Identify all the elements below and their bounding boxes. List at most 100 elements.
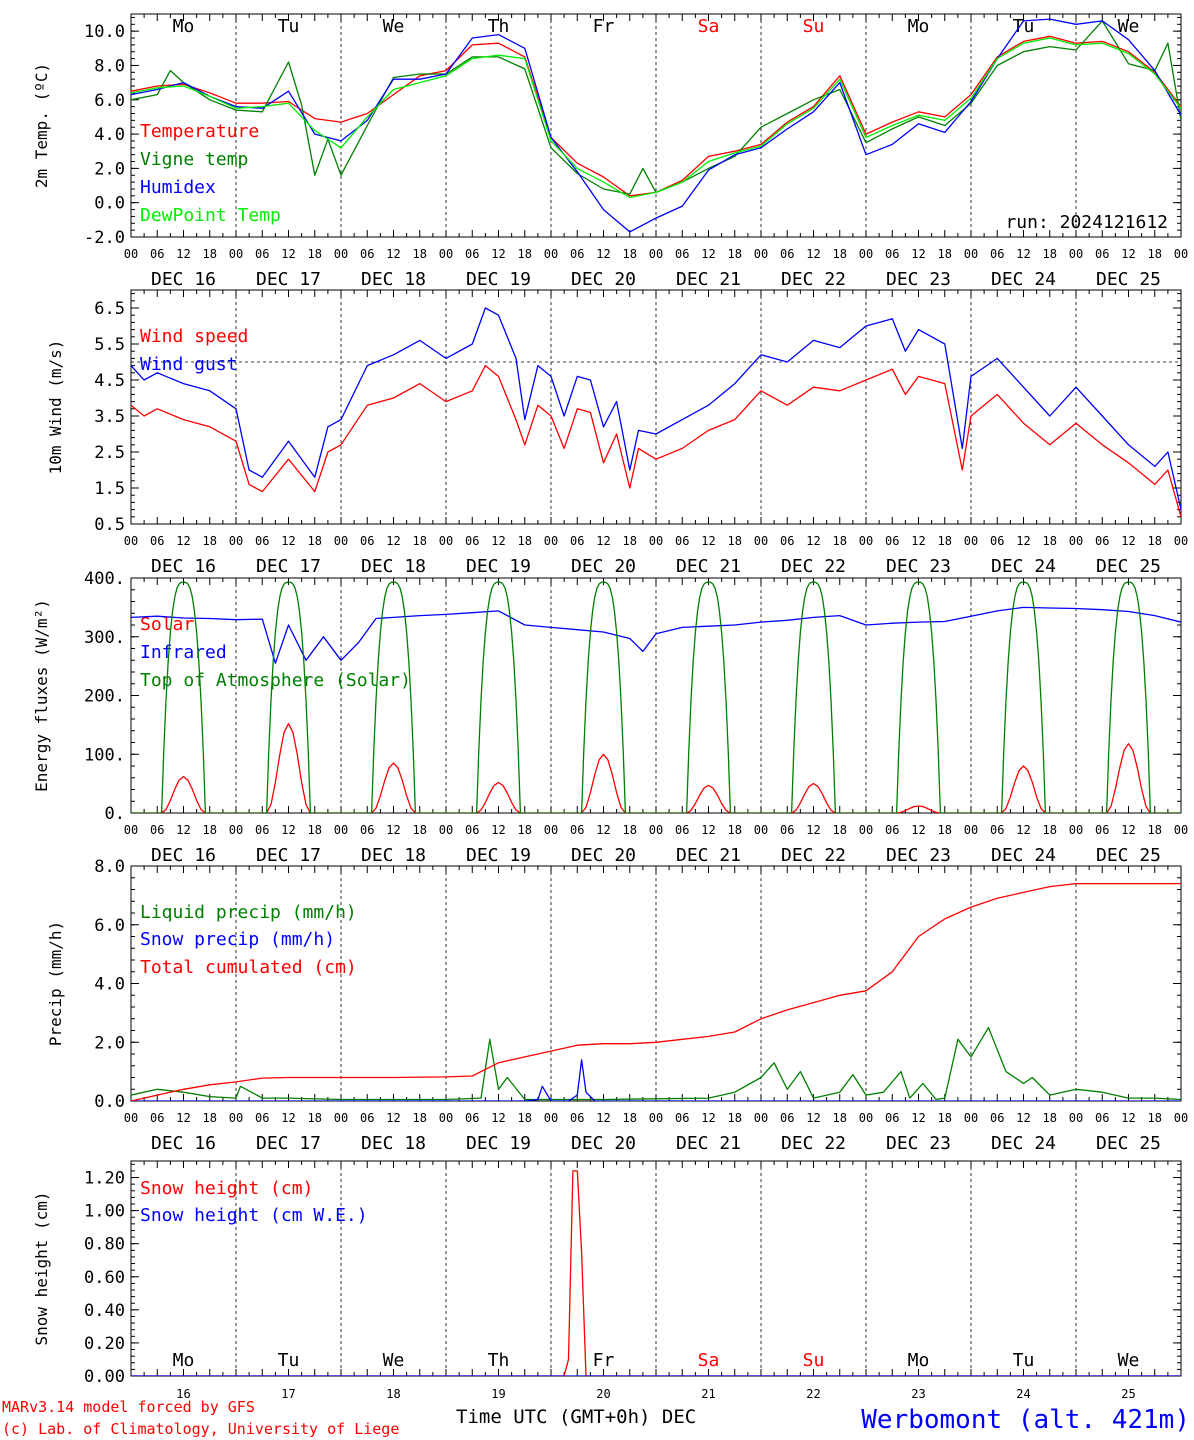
hour-label: 18 <box>1148 247 1162 261</box>
date-label: DEC 18 <box>361 269 426 290</box>
legend-entry: Vigne temp <box>140 149 248 170</box>
hour-label: 00 <box>1174 823 1188 837</box>
hour-label: 06 <box>885 534 899 548</box>
hour-label: 06 <box>570 1111 584 1125</box>
hour-label: 06 <box>780 1111 794 1125</box>
hour-label: 06 <box>885 823 899 837</box>
hour-label: 00 <box>649 534 663 548</box>
hour-label: 06 <box>885 247 899 261</box>
series-line <box>131 723 1181 813</box>
hour-label: 18 <box>728 823 742 837</box>
hour-label: 00 <box>229 247 243 261</box>
y-tick-label: 6.5 <box>94 299 125 319</box>
hour-label: 12 <box>701 247 715 261</box>
date-label: DEC 22 <box>781 269 846 290</box>
hour-label: 00 <box>229 534 243 548</box>
hour-label: 12 <box>911 534 925 548</box>
date-label: DEC 25 <box>1096 556 1161 577</box>
hour-label: 18 <box>203 534 217 548</box>
hour-label: 12 <box>176 1111 190 1125</box>
hour-label: 12 <box>596 247 610 261</box>
date-label: DEC 18 <box>361 556 426 577</box>
hour-label: 00 <box>1174 247 1188 261</box>
hour-label: 00 <box>124 534 138 548</box>
legend-entry: Wind speed <box>140 326 248 347</box>
weekday-label: We <box>383 16 405 37</box>
hour-label: 06 <box>780 823 794 837</box>
date-label: DEC 16 <box>151 1133 216 1154</box>
y-tick-label: 1.20 <box>84 1169 125 1189</box>
hour-label: 00 <box>334 247 348 261</box>
hour-label: 00 <box>124 823 138 837</box>
hour-label: 06 <box>360 247 374 261</box>
hour-label: 18 <box>938 247 952 261</box>
hour-label: 18 <box>203 247 217 261</box>
date-label: DEC 19 <box>466 556 531 577</box>
series-line <box>131 882 1181 1101</box>
hour-label: 12 <box>701 1111 715 1125</box>
panel-3: 0. 100. 200. 300. 400. Energy fluxes (W/m²) 00… <box>32 569 1188 866</box>
hour-label: 00 <box>544 534 558 548</box>
hour-label: 00 <box>964 823 978 837</box>
hour-label: 06 <box>360 534 374 548</box>
y-axis-title: Energy fluxes (W/m²) <box>32 599 51 792</box>
date-label: DEC 16 <box>151 845 216 866</box>
y-axis-title: 10m Wind (m/s) <box>46 340 65 475</box>
y-tick-label: 0.40 <box>84 1301 125 1321</box>
hour-label: 18 <box>1043 247 1057 261</box>
hour-label: 12 <box>911 247 925 261</box>
panel-5: 0.00 0.20 0.40 0.60 0.80 1.00 1.20 Snow height … <box>32 1160 1182 1401</box>
hour-label: 12 <box>281 534 295 548</box>
hour-label: 00 <box>124 1111 138 1125</box>
hour-label: 12 <box>806 823 820 837</box>
hour-label: 00 <box>859 823 873 837</box>
day-number-label: 19 <box>491 1387 505 1401</box>
hour-label: 12 <box>491 823 505 837</box>
hour-label: 00 <box>544 1111 558 1125</box>
hour-label: 00 <box>334 823 348 837</box>
hour-label: 00 <box>1069 247 1083 261</box>
hour-label: 12 <box>596 823 610 837</box>
date-label: DEC 16 <box>151 269 216 290</box>
date-label: DEC 24 <box>991 269 1056 290</box>
legend-entry: Snow height (cm W.E.) <box>140 1205 368 1226</box>
date-label: DEC 17 <box>256 1133 321 1154</box>
hour-label: 12 <box>491 1111 505 1125</box>
hour-label: 18 <box>413 534 427 548</box>
y-tick-label: 300. <box>84 628 125 648</box>
hour-label: 00 <box>1174 1111 1188 1125</box>
hour-label: 18 <box>413 247 427 261</box>
hour-label: 00 <box>124 247 138 261</box>
hour-label: 18 <box>938 1111 952 1125</box>
hour-label: 06 <box>780 247 794 261</box>
y-tick-label: 4.0 <box>94 125 125 145</box>
y-tick-label: 1.5 <box>94 479 125 499</box>
y-tick-label: 10.0 <box>84 22 125 42</box>
date-label: DEC 21 <box>676 269 741 290</box>
hour-label: 00 <box>754 247 768 261</box>
y-tick-label: 5.5 <box>94 335 125 355</box>
series-line <box>131 1026 1181 1101</box>
hour-label: 12 <box>1016 247 1030 261</box>
hour-label: 12 <box>701 823 715 837</box>
date-label: DEC 22 <box>781 1133 846 1154</box>
date-label: DEC 23 <box>886 269 951 290</box>
y-tick-label: -2.0 <box>84 228 125 248</box>
weekday-label: Mo <box>173 16 195 37</box>
hour-label: 12 <box>281 247 295 261</box>
hour-label: 18 <box>938 823 952 837</box>
y-tick-label: 4.5 <box>94 371 125 391</box>
x-axis-label: Time UTC (GMT+0h) DEC <box>456 1406 696 1428</box>
hour-label: 00 <box>649 823 663 837</box>
hour-label: 06 <box>255 247 269 261</box>
hour-label: 00 <box>964 247 978 261</box>
y-tick-label: 0.0 <box>94 194 125 214</box>
hour-label: 06 <box>150 247 164 261</box>
hour-label: 06 <box>465 247 479 261</box>
date-label: DEC 20 <box>571 269 636 290</box>
hour-label: 00 <box>229 1111 243 1125</box>
hour-label: 12 <box>1016 534 1030 548</box>
hour-label: 00 <box>1174 534 1188 548</box>
legend-entry: Snow precip (mm/h) <box>140 929 335 950</box>
legend-entry: DewPoint Temp <box>140 205 281 226</box>
